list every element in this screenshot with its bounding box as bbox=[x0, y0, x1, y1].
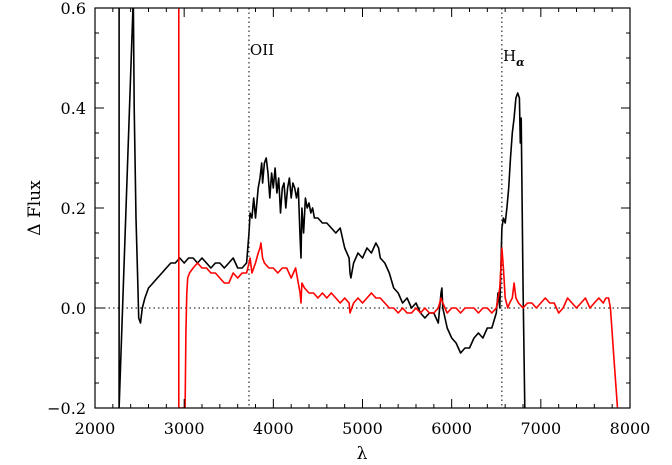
annotation-oii: OII bbox=[250, 41, 274, 59]
x-tick-label: 6000 bbox=[431, 419, 472, 438]
y-tick-label: 0.0 bbox=[61, 299, 86, 318]
series-line-1 bbox=[178, 8, 619, 408]
x-tick-label: 7000 bbox=[520, 419, 561, 438]
plot-frame bbox=[94, 7, 631, 409]
annotation-h-alpha-letter: H bbox=[503, 47, 516, 65]
series-line-0 bbox=[118, 8, 526, 408]
x-tick-label: 2000 bbox=[75, 419, 116, 438]
x-tick-label: 8000 bbox=[610, 419, 651, 438]
series-layer bbox=[118, 8, 619, 408]
annotation-h-alpha: Hα bbox=[503, 47, 525, 69]
annotation-h-alpha-subscript: α bbox=[516, 56, 525, 69]
reference-lines bbox=[95, 8, 630, 408]
axis-ticks bbox=[94, 7, 631, 409]
x-tick-label: 3000 bbox=[164, 419, 205, 438]
x-tick-label: 5000 bbox=[342, 419, 383, 438]
y-axis-label: Δ Flux bbox=[25, 180, 45, 236]
y-tick-label: 0.2 bbox=[61, 199, 86, 218]
y-tick-label: 0.4 bbox=[61, 99, 86, 118]
x-axis-label: λ bbox=[357, 444, 368, 464]
x-tick-label: 4000 bbox=[253, 419, 294, 438]
tick-labels: 2000 3000 4000 5000 6000 7000 8000 −0.2 0.0 0.2 0.… bbox=[47, 0, 650, 438]
y-tick-label: −0.2 bbox=[47, 399, 86, 418]
y-tick-label: 0.6 bbox=[61, 0, 86, 18]
